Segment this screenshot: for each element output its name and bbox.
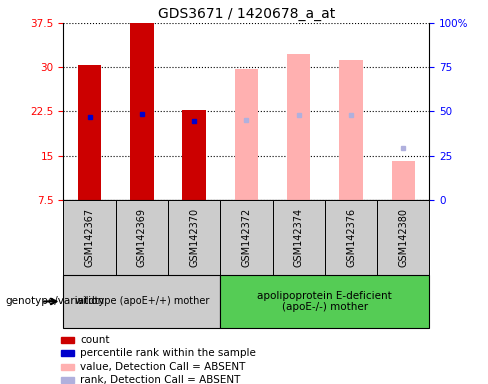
Bar bbox=[61, 364, 74, 369]
FancyBboxPatch shape bbox=[116, 200, 168, 275]
Bar bbox=[287, 54, 310, 200]
Text: percentile rank within the sample: percentile rank within the sample bbox=[80, 348, 256, 358]
Text: GSM142376: GSM142376 bbox=[346, 208, 356, 266]
Text: GSM142380: GSM142380 bbox=[398, 208, 408, 266]
Title: GDS3671 / 1420678_a_at: GDS3671 / 1420678_a_at bbox=[158, 7, 335, 21]
Text: GSM142372: GSM142372 bbox=[242, 207, 251, 267]
Text: count: count bbox=[80, 334, 109, 344]
Bar bbox=[339, 60, 363, 200]
Bar bbox=[78, 65, 102, 200]
Bar bbox=[220, 275, 429, 328]
FancyBboxPatch shape bbox=[168, 200, 220, 275]
Bar bbox=[130, 23, 154, 200]
Text: GSM142367: GSM142367 bbox=[84, 208, 95, 266]
Bar bbox=[61, 336, 74, 343]
FancyBboxPatch shape bbox=[325, 200, 377, 275]
Text: GSM142374: GSM142374 bbox=[294, 208, 304, 266]
FancyBboxPatch shape bbox=[63, 200, 116, 275]
FancyBboxPatch shape bbox=[377, 200, 429, 275]
Text: rank, Detection Call = ABSENT: rank, Detection Call = ABSENT bbox=[80, 374, 241, 384]
Text: value, Detection Call = ABSENT: value, Detection Call = ABSENT bbox=[80, 361, 245, 372]
FancyBboxPatch shape bbox=[273, 200, 325, 275]
FancyBboxPatch shape bbox=[220, 200, 273, 275]
Bar bbox=[391, 161, 415, 200]
Text: apolipoprotein E-deficient
(apoE-/-) mother: apolipoprotein E-deficient (apoE-/-) mot… bbox=[258, 291, 392, 312]
Text: GSM142369: GSM142369 bbox=[137, 208, 147, 266]
Bar bbox=[61, 350, 74, 356]
Text: genotype/variation: genotype/variation bbox=[5, 296, 104, 306]
Bar bbox=[183, 110, 206, 200]
Text: wildtype (apoE+/+) mother: wildtype (apoE+/+) mother bbox=[75, 296, 209, 306]
Bar bbox=[235, 69, 258, 200]
Bar bbox=[61, 376, 74, 382]
Bar bbox=[63, 275, 220, 328]
Text: GSM142370: GSM142370 bbox=[189, 208, 199, 266]
